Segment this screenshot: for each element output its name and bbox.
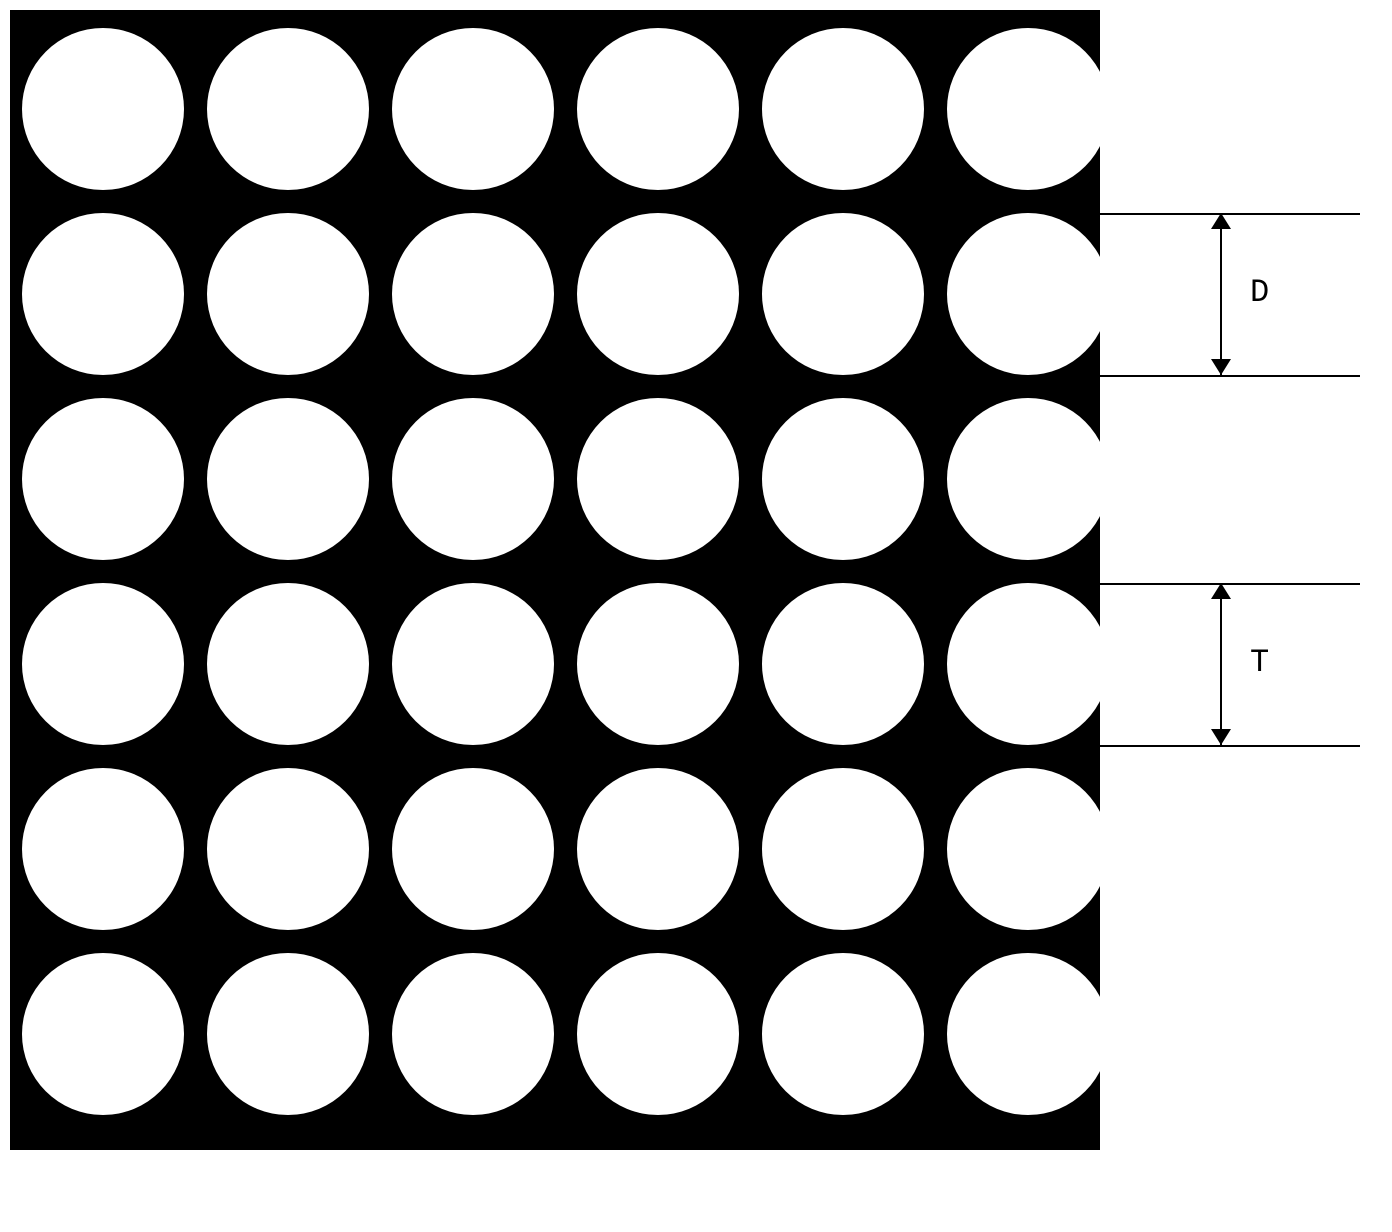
grid-circle bbox=[947, 953, 1109, 1115]
grid-circle bbox=[207, 28, 369, 190]
grid-circle bbox=[392, 953, 554, 1115]
grid-circle bbox=[22, 583, 184, 745]
dimension-arrow-icon bbox=[1211, 583, 1231, 599]
dimension-arrow-icon bbox=[1211, 359, 1231, 375]
dimension-label: T bbox=[1250, 644, 1269, 681]
grid-circle bbox=[392, 398, 554, 560]
dimension-label: D bbox=[1250, 274, 1269, 311]
grid-circle bbox=[947, 28, 1109, 190]
grid-circle bbox=[762, 213, 924, 375]
grid-circle bbox=[207, 398, 369, 560]
grid-circle bbox=[577, 398, 739, 560]
dimension-arrow-icon bbox=[1211, 729, 1231, 745]
grid-circle bbox=[392, 768, 554, 930]
grid-circle bbox=[207, 213, 369, 375]
grid-circle bbox=[22, 953, 184, 1115]
dimension-line bbox=[1220, 583, 1222, 745]
grid-circle bbox=[22, 213, 184, 375]
grid-circle bbox=[392, 583, 554, 745]
grid-circle bbox=[577, 583, 739, 745]
grid-circle bbox=[577, 768, 739, 930]
grid-circle bbox=[207, 768, 369, 930]
grid-circle bbox=[947, 213, 1109, 375]
dimension-extension-line bbox=[1100, 745, 1360, 747]
grid-circle bbox=[577, 953, 739, 1115]
grid-circle bbox=[392, 213, 554, 375]
dimension-arrow-icon bbox=[1211, 213, 1231, 229]
grid-circle bbox=[762, 398, 924, 560]
circle-grid-box bbox=[10, 10, 1100, 1150]
grid-circle bbox=[207, 953, 369, 1115]
grid-circle bbox=[762, 953, 924, 1115]
grid-circle bbox=[762, 768, 924, 930]
grid-circle bbox=[577, 28, 739, 190]
grid-circle bbox=[947, 768, 1109, 930]
grid-circle bbox=[22, 768, 184, 930]
grid-circle bbox=[762, 28, 924, 190]
dimension-extension-line bbox=[1100, 375, 1360, 377]
grid-circle bbox=[22, 398, 184, 560]
grid-circle bbox=[22, 28, 184, 190]
grid-circle bbox=[577, 213, 739, 375]
diagram-container: DT bbox=[10, 10, 1100, 1150]
grid-circle bbox=[762, 583, 924, 745]
dimension-line bbox=[1220, 213, 1222, 375]
grid-circle bbox=[392, 28, 554, 190]
grid-circle bbox=[207, 583, 369, 745]
grid-circle bbox=[947, 398, 1109, 560]
grid-circle bbox=[947, 583, 1109, 745]
